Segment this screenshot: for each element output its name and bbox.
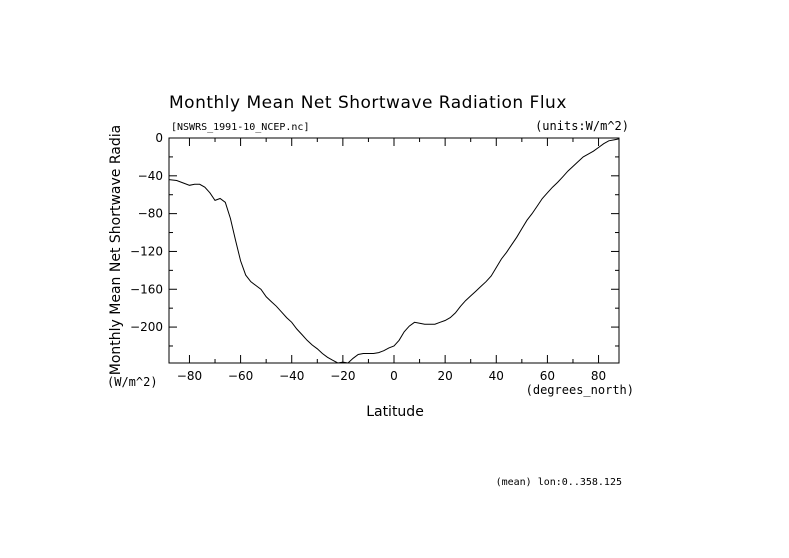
y-tick-label: −160	[130, 282, 163, 296]
y-tick-label: −80	[138, 207, 163, 221]
x-tick-label: −80	[177, 369, 202, 383]
y-axis-label: Monthly Mean Net Shortwave Radia	[108, 125, 124, 375]
x-tick-label: 40	[489, 369, 504, 383]
plot-frame	[168, 137, 620, 364]
x-tick-label: 80	[591, 369, 606, 383]
file-label: [NSWRS_1991-10_NCEP.nc]	[171, 122, 309, 133]
y-tick-label: 0	[155, 131, 163, 145]
x-tick-label: −60	[228, 369, 253, 383]
x-tick-label: 20	[437, 369, 452, 383]
y-tick-label: −200	[130, 320, 163, 334]
y-tick-label: −40	[138, 169, 163, 183]
chart-title: Monthly Mean Net Shortwave Radiation Flu…	[169, 93, 567, 113]
x-tick-label: −40	[279, 369, 304, 383]
y-axis-ticks: 0 −40 −80 −120 −160 −200	[130, 131, 619, 347]
x-axis-label: Latitude	[366, 404, 424, 420]
x-axis-ticks: −80 −60 −40 −20 0 20 40 60 80	[177, 138, 606, 383]
y-axis-units: (W/m^2)	[107, 375, 158, 389]
units-label: (units:W/m^2)	[535, 119, 629, 133]
y-tick-label: −120	[130, 244, 163, 258]
series-line	[168, 138, 620, 364]
footnote: (mean) lon:0..358.125	[496, 477, 622, 488]
x-tick-label: 60	[540, 369, 555, 383]
x-axis-units: (degrees_north)	[526, 383, 634, 397]
x-tick-label: −20	[330, 369, 355, 383]
x-tick-label: 0	[390, 369, 398, 383]
